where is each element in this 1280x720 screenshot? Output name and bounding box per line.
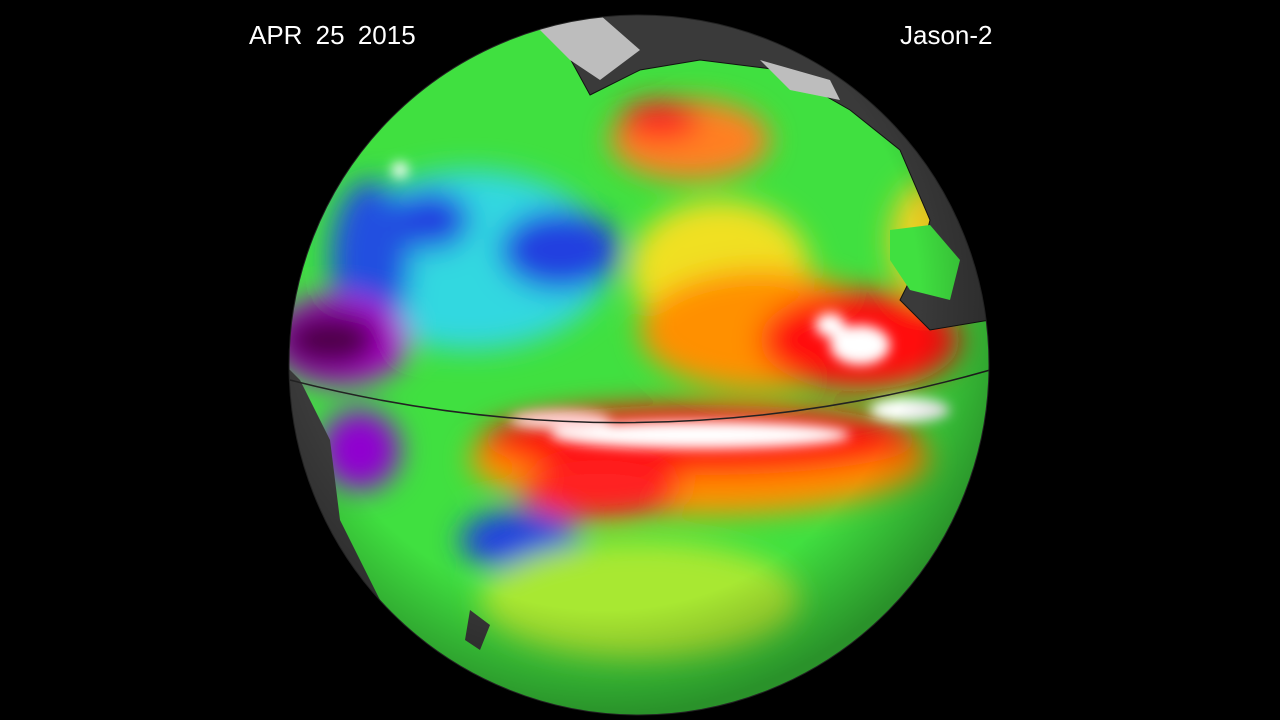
date-label: APR 25 2015 [249,20,416,50]
sea-level-anomaly-layer [289,15,989,715]
satellite-label: Jason-2 [900,20,993,50]
globe-outline [288,14,990,716]
